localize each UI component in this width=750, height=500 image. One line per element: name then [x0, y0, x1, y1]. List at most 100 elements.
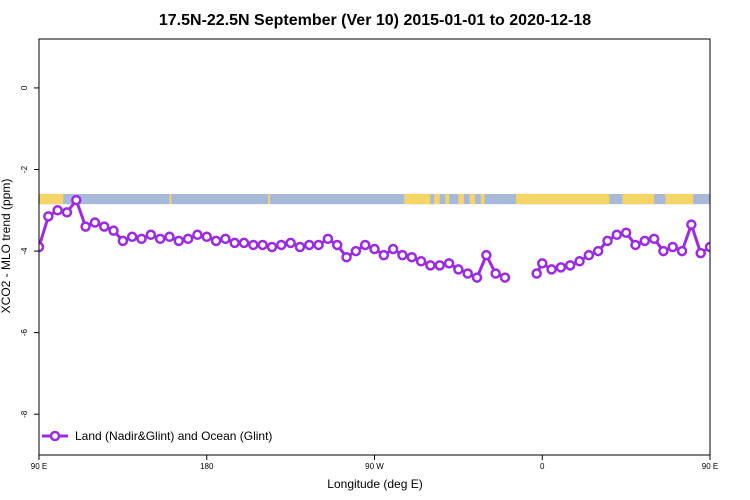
x-tick-label: 90 E: [31, 462, 47, 471]
data-point: [667, 241, 678, 253]
data-point: [425, 260, 436, 271]
land-segment: [622, 193, 655, 205]
data-point: [266, 241, 278, 253]
data-point: [220, 233, 231, 245]
data-point: [639, 235, 651, 247]
data-point: [686, 219, 697, 230]
data-point: [359, 239, 371, 251]
data-point: [555, 262, 567, 273]
data-point: [743, 196, 750, 204]
data-point: [434, 260, 445, 271]
data-point: [734, 210, 742, 218]
y-tick-label: -8: [20, 410, 29, 418]
data-point: [537, 258, 548, 269]
data-point: [453, 264, 464, 275]
data-point: [620, 227, 632, 238]
land-segment: [458, 193, 464, 205]
land-segment: [445, 193, 450, 205]
data-point: [490, 268, 501, 279]
land-segment: [469, 193, 476, 205]
data-point: [406, 251, 418, 263]
data-point: [71, 194, 82, 206]
chart-title: 17.5N-22.5N September (Ver 10) 2015-01-0…: [159, 12, 591, 29]
data-point: [611, 229, 623, 241]
data-point: [80, 221, 91, 232]
data-point: [331, 239, 343, 251]
data-point: [164, 231, 175, 243]
data-point: [481, 249, 492, 261]
land-segment: [404, 193, 431, 205]
axes: 90 E 180 90 W 0 90 E 0 -2 -4 -6 -8: [20, 85, 718, 471]
data-point: [229, 237, 240, 249]
data-point: [531, 268, 542, 279]
land-segment: [39, 193, 64, 205]
data-point: [341, 251, 352, 263]
data-point: [387, 243, 399, 255]
data-point: [61, 207, 73, 218]
series-layer: [39, 194, 750, 283]
data-point: [248, 239, 259, 251]
data-point: [322, 233, 334, 245]
data-point: [117, 235, 129, 247]
data-point: [98, 221, 110, 232]
data-point: [564, 260, 576, 271]
y-axis-label: XCO2 - MLO trend (ppm): [0, 179, 13, 314]
data-point: [574, 256, 585, 267]
data-point: [89, 217, 101, 228]
data-point: [192, 229, 203, 241]
data-point: [378, 249, 390, 261]
data-point: [182, 233, 194, 245]
data-point: [443, 258, 455, 269]
data-point: [136, 233, 147, 245]
data-point: [592, 245, 604, 257]
land-segment: [480, 193, 485, 205]
data-point: [415, 256, 427, 267]
data-point: [630, 239, 641, 251]
data-point: [276, 239, 287, 251]
x-tick-label: 90 W: [365, 462, 384, 471]
data-point: [39, 241, 45, 253]
land-segment: [434, 193, 440, 205]
data-point: [471, 272, 483, 283]
y-tick-label: -6: [20, 329, 29, 337]
data-point: [583, 249, 595, 261]
data-point: [546, 264, 557, 275]
data-point: [126, 231, 138, 243]
data-point: [658, 245, 669, 257]
data-point: [43, 211, 54, 222]
data-point: [397, 249, 408, 261]
data-point: [704, 241, 710, 253]
data-point: [313, 239, 324, 251]
data-point: [715, 212, 723, 220]
legend-marker: [49, 430, 61, 442]
data-point: [350, 245, 362, 257]
y-tick-label: -2: [20, 165, 29, 173]
data-point: [294, 241, 306, 253]
y-tick-label: -4: [20, 247, 29, 255]
data-point: [369, 243, 380, 255]
data-point: [462, 268, 473, 279]
x-tick-label: 180: [200, 462, 214, 471]
data-point: [499, 272, 511, 283]
data-point: [285, 237, 296, 249]
data-point: [108, 225, 119, 236]
data-point: [154, 233, 166, 245]
land-segment: [665, 193, 694, 205]
data-point: [648, 233, 660, 245]
legend-label: Land (Nadir&Glint) and Ocean (Glint): [75, 429, 272, 443]
x-tick-label: 0: [540, 462, 545, 471]
data-point: [173, 235, 185, 247]
data-point: [695, 247, 706, 259]
data-point: [210, 235, 222, 247]
data-point: [676, 245, 688, 257]
land-segment: [268, 193, 271, 205]
data-point: [304, 239, 315, 251]
ocean-band: [39, 193, 710, 205]
data-point: [238, 237, 250, 249]
data-point: [602, 235, 613, 247]
land-ocean-band: [39, 193, 710, 205]
land-segment: [169, 193, 172, 205]
data-point: [145, 229, 157, 241]
data-point: [52, 205, 63, 216]
